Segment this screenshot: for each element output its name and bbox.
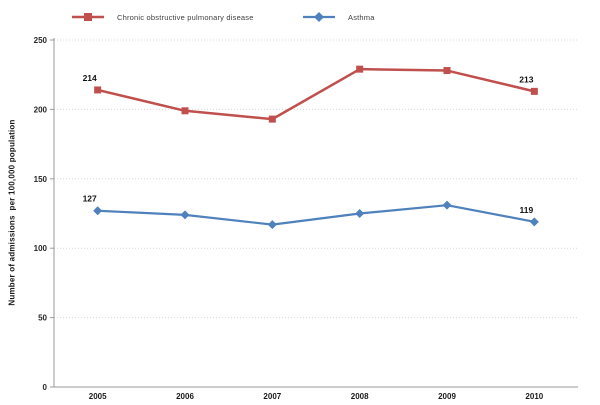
data-point-marker	[530, 87, 538, 95]
legend-item-asthma: Asthma	[303, 10, 375, 24]
data-point-marker	[356, 65, 364, 73]
asthma-line-marker-icon	[303, 12, 335, 22]
data-label: 214	[83, 73, 97, 83]
copd-line-marker-icon	[72, 13, 104, 21]
x-tick-label: 2007	[263, 392, 281, 401]
data-point-marker	[180, 210, 190, 220]
legend-item-copd: Chronic obstructive pulmonary disease	[72, 10, 254, 24]
legend-label-copd: Chronic obstructive pulmonary disease	[117, 12, 254, 22]
data-label: 213	[519, 74, 533, 84]
series-line-asthma	[96, 204, 536, 226]
data-point-marker	[94, 86, 102, 94]
data-point-marker	[529, 217, 539, 227]
y-tick-label: 50	[38, 314, 47, 323]
y-tick-label: 200	[34, 105, 48, 114]
data-label: 119	[519, 205, 533, 215]
legend-label-asthma: Asthma	[348, 12, 375, 22]
x-tick-label: 2008	[351, 392, 369, 401]
data-point-marker	[442, 200, 452, 210]
data-point-marker	[355, 209, 365, 218]
data-point-marker	[267, 220, 277, 230]
y-tick-label: 0	[43, 383, 48, 392]
series-line-copd	[96, 67, 536, 121]
x-tick-label: 2005	[89, 392, 107, 401]
y-tick-label: 250	[34, 36, 48, 45]
x-tick-label: 2006	[176, 392, 194, 401]
data-point-marker	[443, 67, 451, 75]
data-point-marker	[181, 107, 189, 115]
data-point-marker	[93, 206, 103, 216]
x-tick-label: 2009	[438, 392, 456, 401]
data-point-marker	[268, 115, 276, 123]
data-label: 127	[83, 194, 97, 204]
y-tick-label: 150	[34, 175, 48, 184]
x-tick-label: 2010	[525, 392, 543, 401]
y-tick-label: 100	[34, 244, 48, 253]
